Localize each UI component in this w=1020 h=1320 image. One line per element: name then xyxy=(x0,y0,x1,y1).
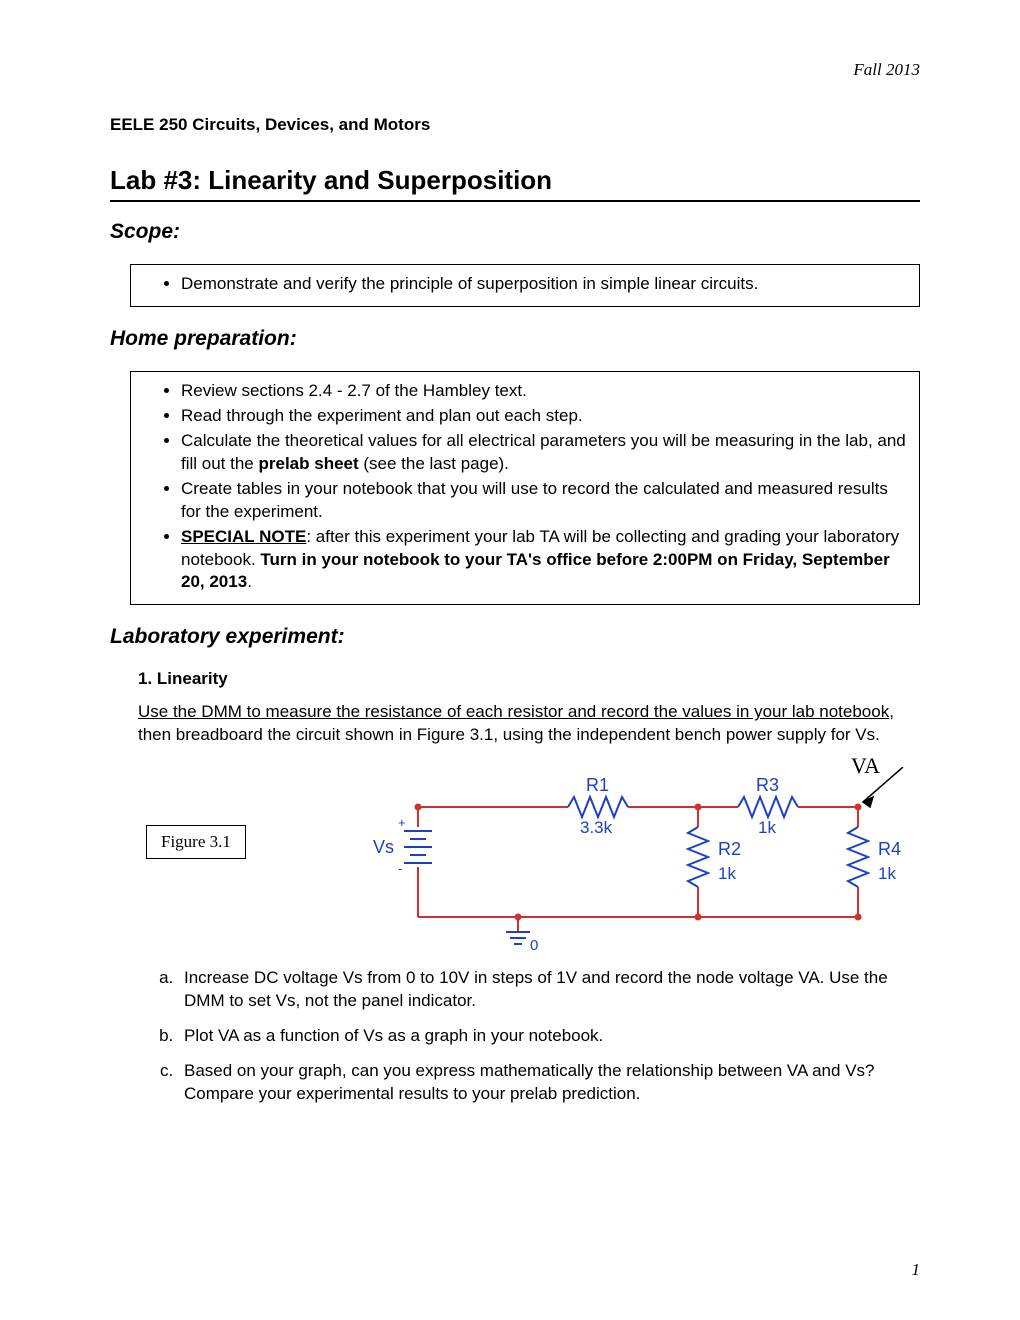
step-b: Plot VA as a function of Vs as a graph i… xyxy=(178,1025,920,1048)
turnin-bold: Turn in your notebook to your TA's offic… xyxy=(181,550,890,592)
steps-list: Increase DC voltage Vs from 0 to 10V in … xyxy=(138,967,920,1106)
linearity-subheading: 1. Linearity xyxy=(138,669,920,689)
title-rule xyxy=(110,200,920,202)
homeprep-item: Read through the experiment and plan out… xyxy=(181,405,909,428)
ground-label: 0 xyxy=(530,937,538,954)
r4-label: R4 xyxy=(878,839,901,859)
homeprep-item: SPECIAL NOTE: after this experiment your… xyxy=(181,526,909,595)
special-note-label: SPECIAL NOTE xyxy=(181,527,306,546)
r1-label: R1 xyxy=(586,775,609,795)
homeprep-item: Review sections 2.4 - 2.7 of the Hambley… xyxy=(181,380,909,403)
labexp-heading: Laboratory experiment: xyxy=(110,625,920,649)
page: Fall 2013 EELE 250 Circuits, Devices, an… xyxy=(0,0,1020,1320)
homeprep-heading: Home preparation: xyxy=(110,327,920,351)
homeprep-item: Calculate the theoretical values for all… xyxy=(181,430,909,476)
term-header: Fall 2013 xyxy=(110,60,920,80)
step-a: Increase DC voltage Vs from 0 to 10V in … xyxy=(178,967,920,1013)
svg-text:+: + xyxy=(398,815,406,830)
step-c: Based on your graph, can you express mat… xyxy=(178,1060,920,1106)
homeprep-item: Create tables in your notebook that you … xyxy=(181,478,909,524)
r2-label: R2 xyxy=(718,839,741,859)
scope-box: Demonstrate and verify the principle of … xyxy=(130,264,920,307)
svg-text:-: - xyxy=(398,861,402,876)
page-number: 1 xyxy=(912,1260,921,1280)
scope-heading: Scope: xyxy=(110,220,920,244)
homeprep-box: Review sections 2.4 - 2.7 of the Hambley… xyxy=(130,371,920,605)
r2-value: 1k xyxy=(718,864,736,883)
text: . xyxy=(247,572,252,591)
intro-underlined: Use the DMM to measure the resistance of… xyxy=(138,702,889,721)
figure-caption: Figure 3.1 xyxy=(146,825,246,859)
r4-value: 1k xyxy=(878,864,896,883)
figure-3-1: VA Figure 3.1 xyxy=(138,757,920,957)
r3-value: 1k xyxy=(758,818,776,837)
r1-value: 3.3k xyxy=(580,818,613,837)
intro-paragraph: Use the DMM to measure the resistance of… xyxy=(138,701,920,747)
lab-title: Lab #3: Linearity and Superposition xyxy=(110,165,920,196)
text: (see the last page). xyxy=(359,454,509,473)
course-title: EELE 250 Circuits, Devices, and Motors xyxy=(110,115,920,135)
scope-item: Demonstrate and verify the principle of … xyxy=(181,273,909,296)
r3-label: R3 xyxy=(756,775,779,795)
vs-label: Vs xyxy=(373,837,394,857)
circuit-diagram: + - Vs 0 R1 3.3k xyxy=(298,767,938,957)
prelab-bold: prelab sheet xyxy=(259,454,359,473)
